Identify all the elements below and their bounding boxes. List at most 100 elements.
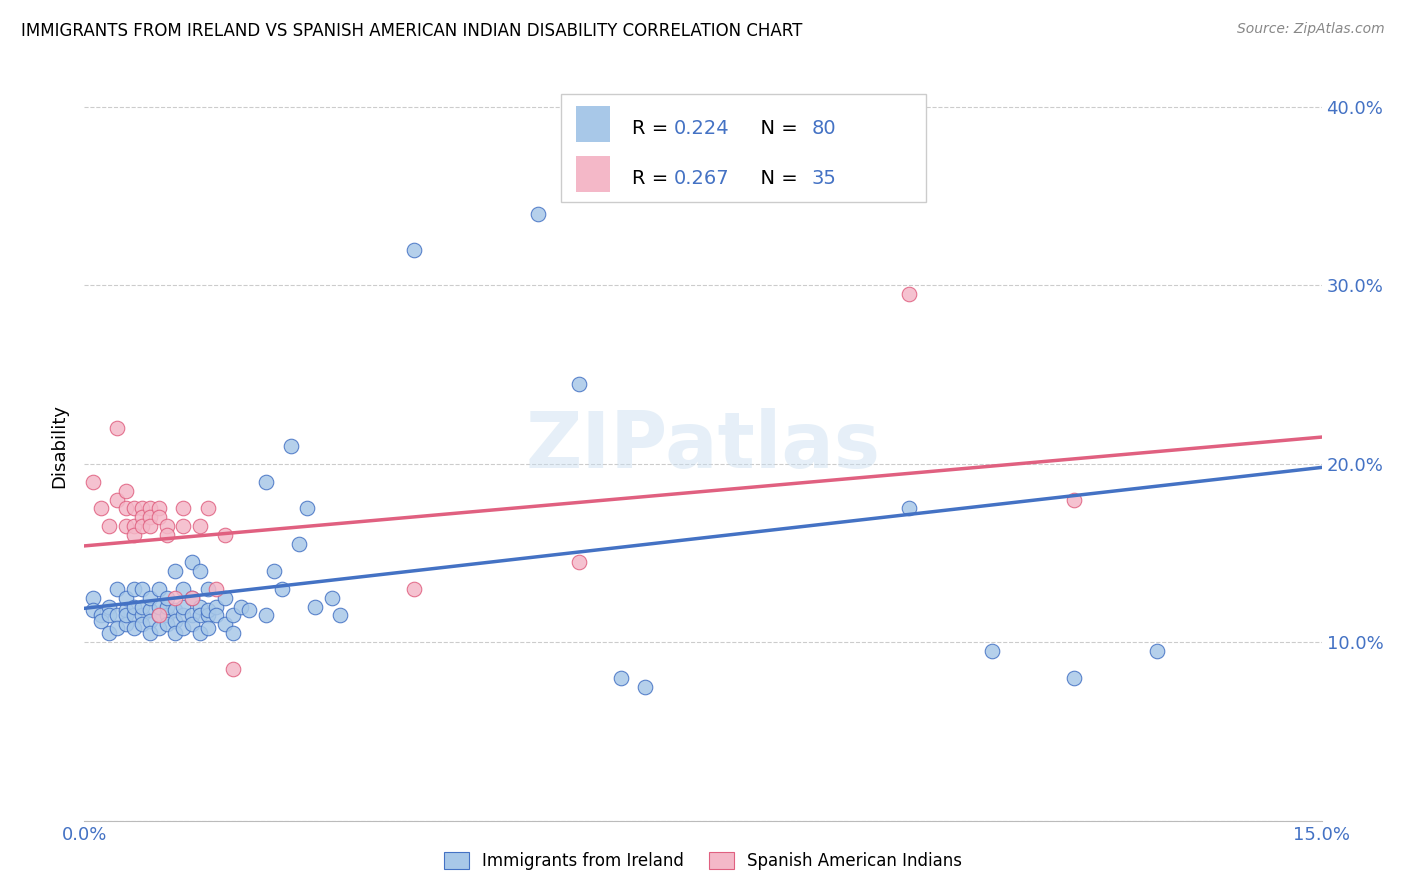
Point — [295, 501, 318, 516]
Legend: Immigrants from Ireland, Spanish American Indians: Immigrants from Ireland, Spanish America… — [439, 847, 967, 875]
Point — [165, 564, 187, 578]
Point — [122, 621, 145, 635]
Point — [172, 582, 194, 596]
FancyBboxPatch shape — [575, 156, 610, 192]
Point — [304, 599, 326, 614]
Point — [214, 528, 236, 542]
Point — [122, 608, 145, 623]
Text: IMMIGRANTS FROM IRELAND VS SPANISH AMERICAN INDIAN DISABILITY CORRELATION CHART: IMMIGRANTS FROM IRELAND VS SPANISH AMERI… — [21, 22, 803, 40]
Point — [205, 599, 228, 614]
Point — [148, 599, 170, 614]
Point — [139, 626, 162, 640]
Point — [98, 599, 121, 614]
Point — [188, 519, 211, 533]
Point — [288, 537, 311, 551]
Text: N =: N = — [748, 120, 804, 138]
Point — [105, 608, 128, 623]
Point — [254, 608, 277, 623]
Point — [156, 591, 179, 605]
Point — [180, 555, 202, 569]
Point — [254, 475, 277, 489]
Point — [180, 591, 202, 605]
Point — [131, 608, 153, 623]
Point — [114, 617, 136, 632]
Text: R =: R = — [633, 169, 675, 188]
Point — [139, 591, 162, 605]
Text: 80: 80 — [811, 120, 837, 138]
Point — [404, 243, 426, 257]
Point — [165, 626, 187, 640]
Point — [165, 591, 187, 605]
Point — [98, 608, 121, 623]
Point — [172, 621, 194, 635]
FancyBboxPatch shape — [561, 94, 925, 202]
Point — [197, 603, 219, 617]
Point — [180, 617, 202, 632]
Point — [139, 519, 162, 533]
Point — [1063, 671, 1085, 685]
Point — [898, 501, 921, 516]
Point — [90, 501, 112, 516]
Text: 35: 35 — [811, 169, 837, 188]
Point — [139, 603, 162, 617]
Point — [172, 519, 194, 533]
Point — [404, 582, 426, 596]
Point — [180, 608, 202, 623]
Point — [131, 519, 153, 533]
Point — [90, 614, 112, 628]
Point — [229, 599, 252, 614]
Point — [188, 599, 211, 614]
Point — [148, 608, 170, 623]
Point — [122, 599, 145, 614]
Point — [214, 591, 236, 605]
Point — [156, 617, 179, 632]
Point — [105, 621, 128, 635]
Text: ZIPatlas: ZIPatlas — [526, 408, 880, 484]
Point — [114, 483, 136, 498]
Point — [148, 582, 170, 596]
Point — [1063, 492, 1085, 507]
Point — [139, 501, 162, 516]
Point — [131, 501, 153, 516]
Point — [280, 439, 302, 453]
Point — [568, 555, 591, 569]
Point — [139, 614, 162, 628]
Point — [131, 599, 153, 614]
Point — [188, 564, 211, 578]
Point — [263, 564, 285, 578]
Point — [197, 608, 219, 623]
Point — [148, 608, 170, 623]
Text: R =: R = — [633, 120, 675, 138]
Point — [238, 603, 260, 617]
Point — [131, 617, 153, 632]
Point — [105, 492, 128, 507]
Y-axis label: Disability: Disability — [51, 404, 69, 488]
Point — [105, 421, 128, 435]
Point — [188, 626, 211, 640]
Point — [148, 621, 170, 635]
Point — [98, 519, 121, 533]
Point — [156, 608, 179, 623]
Point — [148, 501, 170, 516]
Point — [114, 591, 136, 605]
Point — [222, 662, 245, 676]
Point — [197, 501, 219, 516]
Point — [156, 599, 179, 614]
Point — [114, 501, 136, 516]
Text: Source: ZipAtlas.com: Source: ZipAtlas.com — [1237, 22, 1385, 37]
Point — [114, 603, 136, 617]
Point — [205, 608, 228, 623]
Point — [222, 608, 245, 623]
Point — [188, 608, 211, 623]
Point — [122, 519, 145, 533]
Point — [139, 510, 162, 524]
Point — [114, 519, 136, 533]
Point — [980, 644, 1002, 658]
Text: 0.224: 0.224 — [673, 120, 728, 138]
Point — [122, 501, 145, 516]
Text: N =: N = — [748, 169, 804, 188]
Point — [329, 608, 352, 623]
FancyBboxPatch shape — [575, 106, 610, 142]
Point — [122, 528, 145, 542]
Point — [527, 207, 550, 221]
